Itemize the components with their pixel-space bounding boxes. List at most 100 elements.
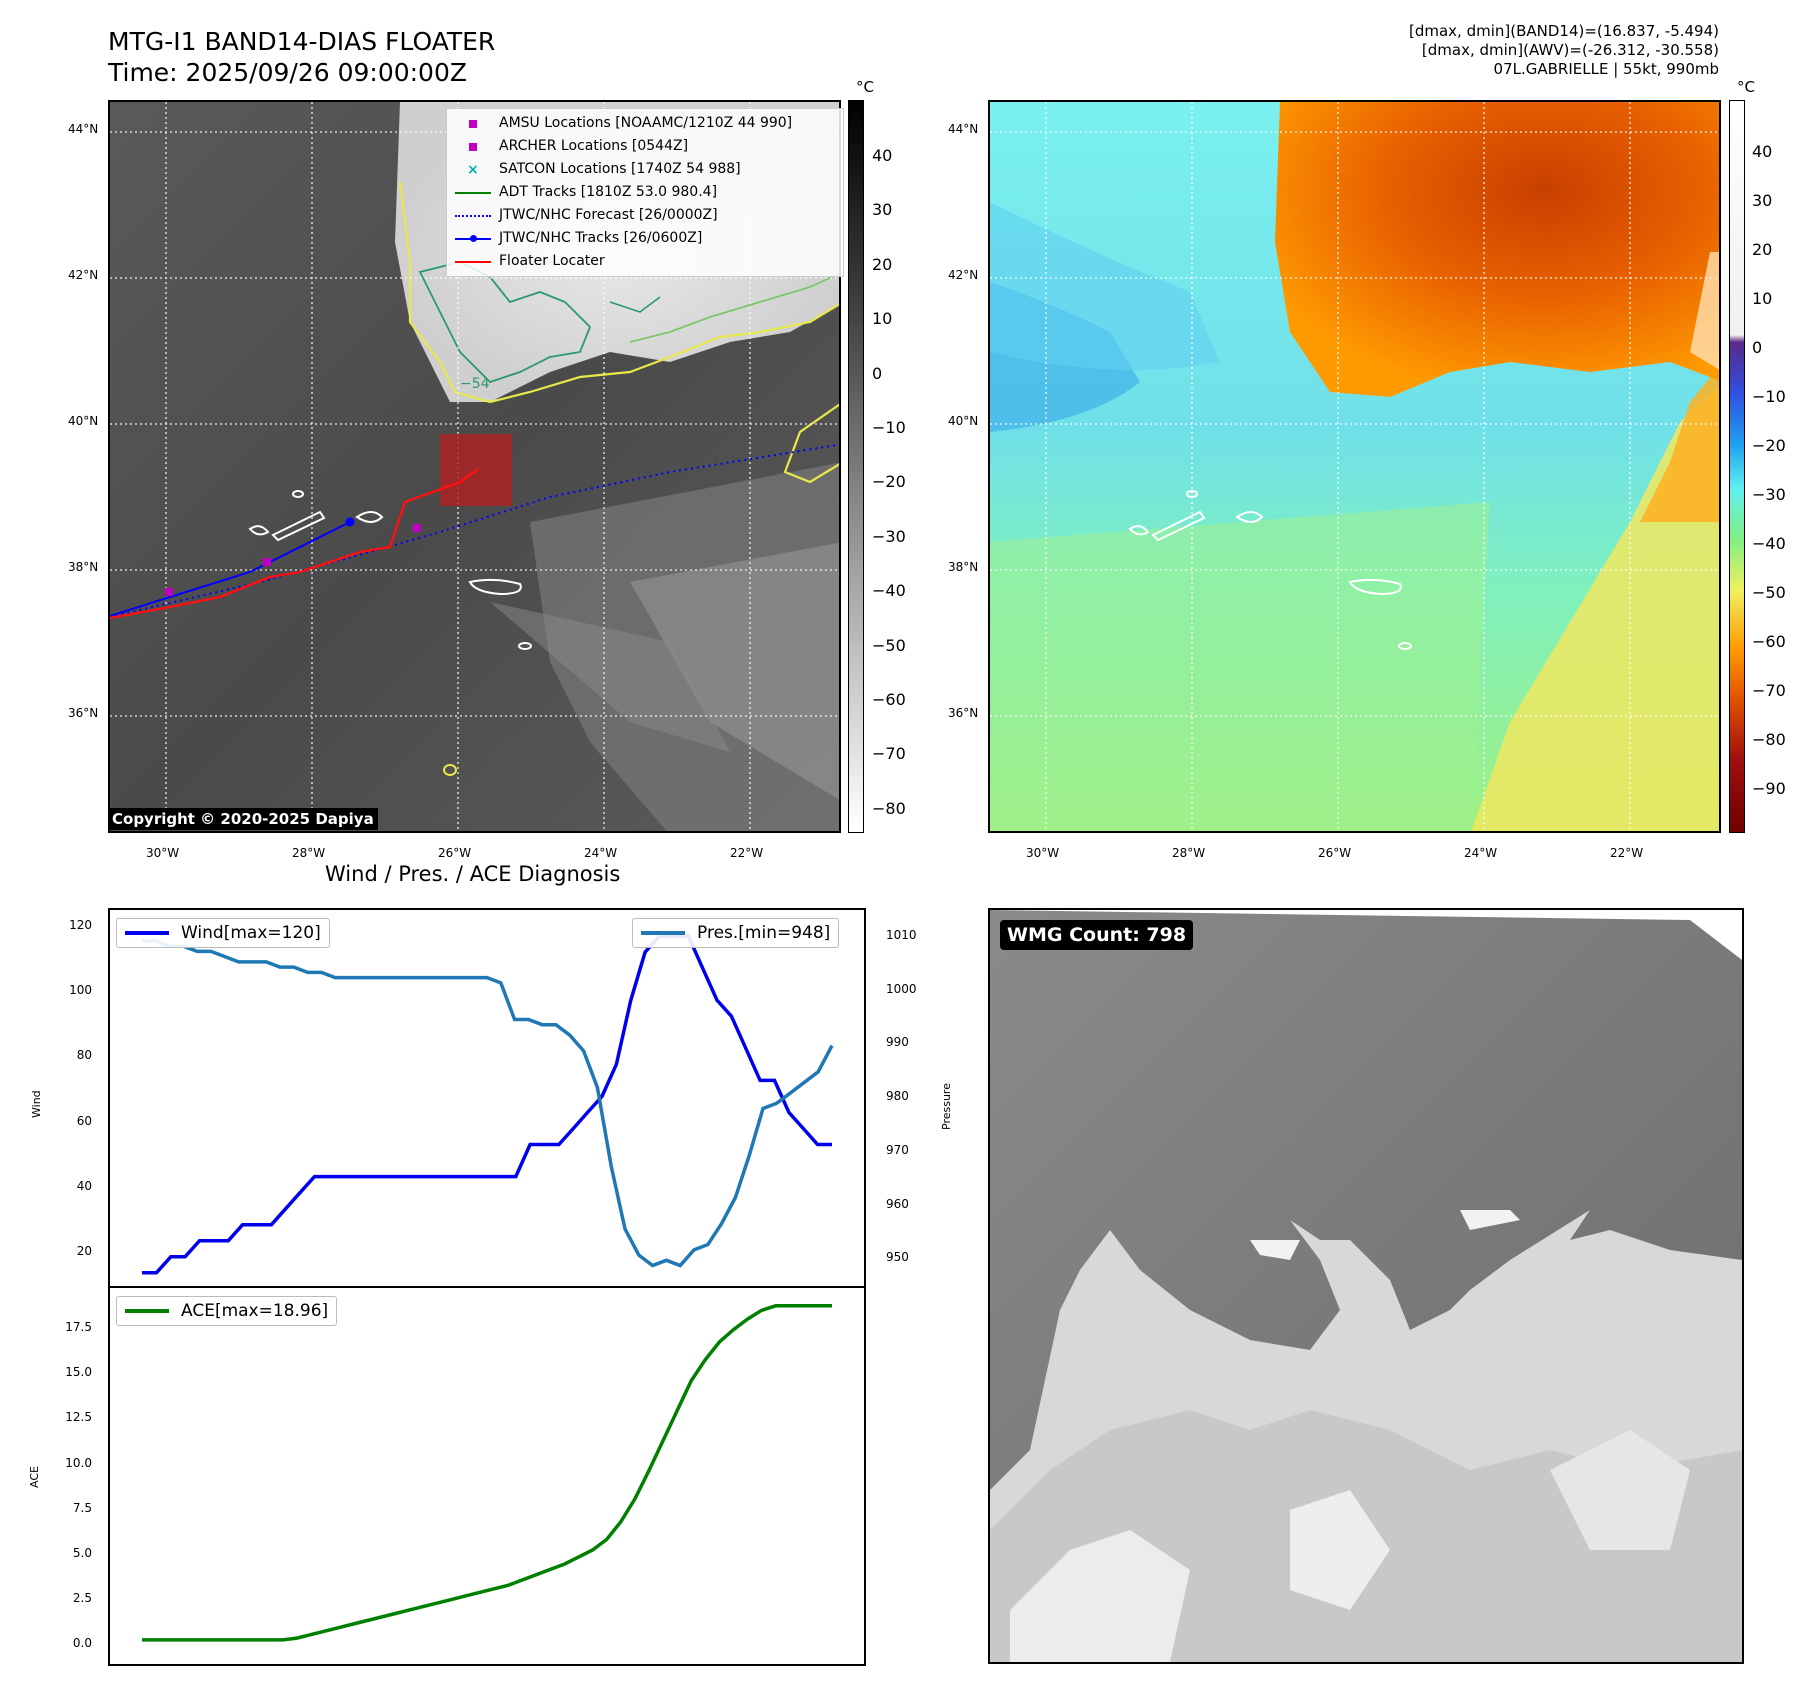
lon-label-30: 30°W	[146, 846, 180, 860]
pressure-tick-label: 970	[886, 1142, 909, 1157]
left-colorbar-unit: °C	[856, 78, 874, 96]
pres-legend: Pres.[min=948]	[632, 918, 840, 948]
right-colorbar-tick: −80	[1752, 730, 1786, 749]
left-colorbar-tick: 40	[872, 146, 893, 165]
title-line-2: Time: 2025/09/26 09:00:00Z	[108, 58, 467, 87]
pressure-tick-label: 990	[886, 1035, 909, 1050]
pressure-tick-label: 1000	[886, 981, 917, 996]
awv-range: [dmax, dmin](AWV)=(-26.312, -30.558)	[1421, 41, 1719, 59]
ace-tick-label: 17.5	[65, 1320, 92, 1334]
pressure-tick-label: 980	[886, 1089, 909, 1104]
ace-series-line	[142, 1304, 832, 1642]
ace-tick-label: 10.0	[65, 1455, 92, 1470]
right-colorbar-tick: −40	[1752, 534, 1786, 553]
wind-pres-plot	[142, 934, 834, 1275]
legend-floater: Floater Locater	[455, 250, 835, 273]
wmg-count-badge: WMG Count: 798	[1000, 920, 1194, 950]
map-legend: AMSU Locations [NOAAMC/1210Z 44 990] ARC…	[446, 108, 844, 277]
wind-tick-label: 100	[69, 983, 92, 998]
awv-lat-label-42: 42°N	[948, 268, 979, 282]
left-colorbar-tick: −50	[872, 635, 906, 655]
pressure-tick-label: 1010	[886, 928, 917, 942]
left-colorbar-tick: −40	[872, 581, 906, 601]
legend-archer: ARCHER Locations [0544Z]	[455, 135, 835, 158]
right-colorbar-tick: 40	[1752, 142, 1773, 161]
left-colorbar-tick: 20	[872, 254, 893, 274]
wind-tick-label: 120	[69, 918, 92, 932]
legend-adt: ADT Tracks [1810Z 53.0 980.4]	[455, 181, 835, 204]
lat-label-40: 40°N	[68, 414, 99, 428]
awv-grid	[990, 102, 1719, 831]
pressure-series-line	[142, 939, 834, 1268]
jtwc-track	[110, 521, 351, 617]
awv-lon-label-26: 26°W	[1318, 846, 1352, 860]
legend-amsu: AMSU Locations [NOAAMC/1210Z 44 990]	[455, 112, 835, 135]
ace-legend: ACE[max=18.96]	[116, 1296, 338, 1326]
pres-legend-swatch	[641, 931, 685, 935]
dry-air-mass	[1275, 102, 1719, 397]
wind-tick-label: 20	[76, 1244, 92, 1258]
figure-title: MTG-I1 BAND14-DIAS FLOATER Time: 2025/09…	[108, 26, 495, 88]
wmg-image	[990, 910, 1742, 1662]
ace-plot	[142, 1304, 832, 1642]
copyright-badge: Copyright © 2020-2025 Dapiya	[108, 808, 378, 830]
wind-legend-swatch	[125, 931, 169, 935]
right-colorbar-tick: −50	[1752, 583, 1786, 602]
awv-lon-label-28: 28°W	[1172, 846, 1206, 860]
azores-islands	[248, 490, 532, 650]
right-colorbar-tick: 20	[1752, 240, 1773, 259]
wind-legend: Wind[max=120]	[116, 918, 330, 948]
left-colorbar-tick: −60	[872, 690, 906, 709]
storm-info: [dmax, dmin](BAND14)=(16.837, -5.494) [d…	[1409, 22, 1719, 79]
wind-tick-label: 60	[76, 1113, 92, 1128]
wind-tick-label: 80	[76, 1048, 92, 1063]
ace-tick-label: 15.0	[65, 1365, 92, 1380]
right-colorbar-tick: −70	[1752, 681, 1786, 700]
ace-tick-label: 12.5	[65, 1410, 92, 1425]
right-colorbar-unit: °C	[1737, 78, 1755, 96]
right-colorbar-tick: −10	[1752, 387, 1786, 406]
wmg-panel	[988, 908, 1744, 1664]
floater-track	[110, 468, 479, 620]
ace-legend-swatch	[125, 1309, 169, 1313]
left-colorbar-tick: −30	[872, 526, 906, 546]
awv-lat-label-40: 40°N	[948, 414, 979, 428]
right-colorbar-tick: −30	[1752, 485, 1786, 504]
lat-label-38: 38°N	[68, 560, 99, 574]
right-colorbar-tick: 10	[1752, 289, 1773, 308]
lon-label-28: 28°W	[292, 846, 326, 860]
wind-pres-panel	[108, 908, 866, 1288]
title-line-1: MTG-I1 BAND14-DIAS FLOATER	[108, 27, 496, 56]
lat-label-44: 44°N	[68, 122, 99, 136]
awv-map-panel	[988, 100, 1721, 833]
ace-tick-label: 5.0	[72, 1546, 92, 1560]
contour-label: −54	[460, 376, 490, 392]
left-colorbar-tick: 10	[872, 309, 893, 329]
band14-range: [dmax, dmin](BAND14)=(16.837, -5.494)	[1408, 22, 1719, 40]
right-colorbar-tick: 0	[1752, 338, 1763, 357]
awv-lon-label-24: 24°W	[1464, 846, 1498, 860]
awv-lon-label-22: 22°W	[1610, 846, 1644, 860]
lat-label-42: 42°N	[68, 268, 99, 282]
ace-panel	[108, 1286, 866, 1666]
legend-forecast: JTWC/NHC Forecast [26/0000Z]	[455, 204, 835, 227]
awv-lat-label-36: 36°N	[948, 706, 979, 720]
wind-tick-label: 40	[76, 1178, 92, 1193]
left-colorbar-tick: −20	[872, 472, 906, 492]
pressure-axis-label: Pressure	[940, 1083, 953, 1130]
lon-label-26: 26°W	[438, 846, 472, 860]
right-colorbar-tick: 30	[1752, 191, 1773, 210]
lon-label-24: 24°W	[584, 846, 618, 860]
lon-label-22: 22°W	[730, 846, 764, 860]
awv-lon-label-30: 30°W	[1026, 846, 1060, 860]
awv-lat-label-38: 38°N	[948, 560, 979, 574]
left-colorbar-tick: 30	[872, 200, 893, 220]
diagnosis-title: Wind / Pres. / ACE Diagnosis	[325, 862, 621, 886]
wind-series-line	[142, 934, 832, 1275]
left-colorbar-tick: −10	[872, 418, 906, 437]
wind-axis-label: Wind	[30, 1090, 43, 1118]
ace-tick-label: 2.5	[72, 1591, 92, 1606]
storm-summary: 07L.GABRIELLE | 55kt, 990mb	[1493, 60, 1719, 78]
pressure-tick-label: 950	[886, 1250, 909, 1265]
awv-lat-label-44: 44°N	[948, 122, 979, 136]
